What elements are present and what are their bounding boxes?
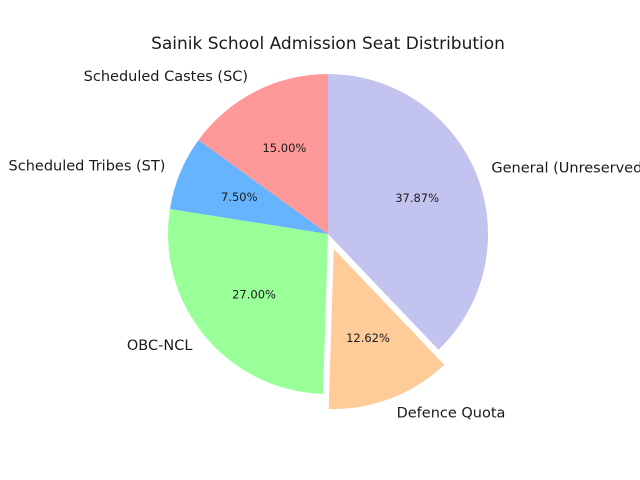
slice-percent-general-unreserved: 37.87% xyxy=(395,191,439,205)
slice-label-obc-ncl: OBC-NCL xyxy=(127,338,193,354)
slice-label-scheduled-tribes-st: Scheduled Tribes (ST) xyxy=(9,159,166,175)
slice-scheduled-castes-sc xyxy=(198,74,328,234)
slice-percent-obc-ncl: 27.00% xyxy=(232,288,276,302)
slice-label-defence-quota: Defence Quota xyxy=(397,405,506,421)
slice-percent-scheduled-tribes-st: 7.50% xyxy=(221,190,258,204)
pie-slices xyxy=(167,74,489,409)
slice-label-scheduled-castes-sc: Scheduled Castes (SC) xyxy=(84,69,248,85)
pie-labels: General (Unreserved) 37.87% Defence Quota 1… xyxy=(9,69,640,421)
slice-percent-defence-quota: 12.62% xyxy=(346,331,390,345)
slice-defence-quota xyxy=(328,248,445,409)
slice-general-unreserved xyxy=(328,74,489,350)
slice-scheduled-tribes-st xyxy=(169,139,328,234)
slice-obc-ncl xyxy=(167,208,328,394)
chart-title: Sainik School Admission Seat Distributio… xyxy=(151,34,505,54)
slice-percent-scheduled-castes-sc: 15.00% xyxy=(262,141,306,155)
slice-label-general-unreserved: General (Unreserved) xyxy=(491,161,640,177)
